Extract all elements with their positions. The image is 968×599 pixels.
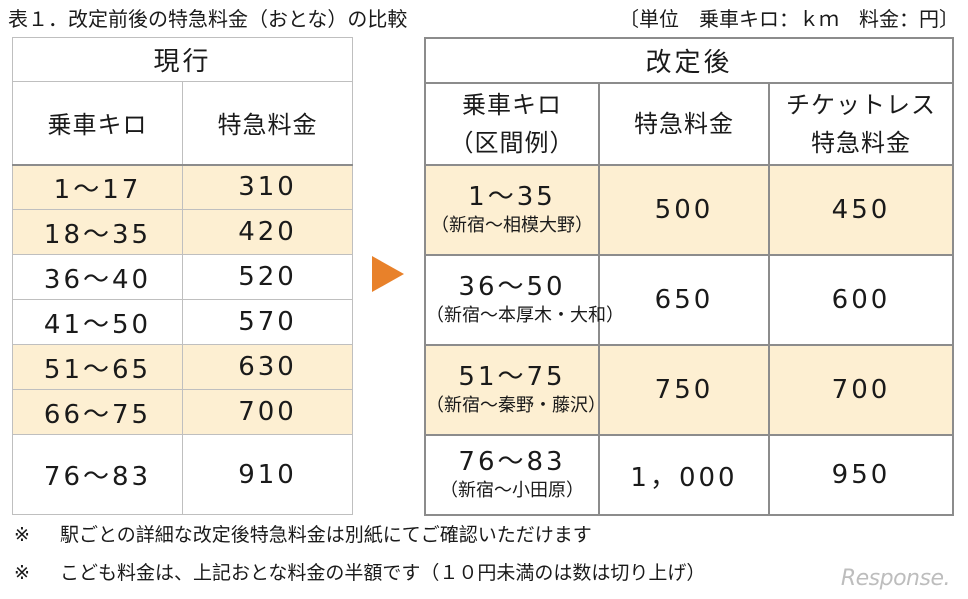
response-watermark-logo: Response.: [840, 566, 951, 591]
fare-cell: 420: [181, 209, 354, 255]
fare-cell: 700: [181, 389, 354, 435]
note-text: 駅ごとの詳細な改定後特急料金は別紙にてご確認いただけます: [60, 524, 592, 546]
km-cell: 41～50: [12, 299, 183, 345]
km-cell: 18～35: [12, 209, 183, 255]
current-fare-table: 現行 乗車キロ 特急料金 1～17 310 18～35 420 36～40 52…: [11, 37, 354, 515]
fare-cell: 570: [181, 299, 354, 345]
column-header-row: 乗車キロ 特急料金: [12, 81, 354, 166]
footnote-2: ※ こども料金は、上記おとな料金の半額です（１０円未満のは数は切り上げ）: [14, 560, 914, 586]
km-range: 76～83: [458, 447, 566, 477]
col-ticketless-label: チケットレス: [786, 91, 936, 119]
table-row: 1～35 （新宿～相模大野） 500 450: [424, 164, 954, 256]
table-header-row: 現行: [11, 37, 354, 82]
km-cell: 76～83 （新宿～小田原）: [424, 434, 600, 516]
table-row: 18～35 420: [12, 209, 354, 255]
section-example: （新宿～相模大野）: [431, 215, 593, 236]
caption-title: 表１．改定前後の特急料金（おとな）の比較: [8, 7, 408, 31]
col-ticketless-label-2: 特急料金: [811, 129, 911, 157]
km-range: 36～50: [458, 272, 566, 302]
section-example: （新宿～本厚木・大和）: [426, 305, 624, 326]
km-cell: 51～65: [12, 344, 183, 390]
col-ticketless-header: チケットレス 特急料金: [768, 82, 954, 166]
col-fare-header: 特急料金: [181, 81, 354, 166]
table-row: 51～65 630: [12, 344, 354, 390]
note-mark: ※: [14, 524, 30, 546]
table-row: 76～83 910: [12, 434, 354, 515]
fare-cell: 750: [598, 344, 770, 436]
fare-cell: 650: [598, 254, 770, 346]
ticketless-fare-cell: 450: [768, 164, 954, 256]
table-header-row: 改定後: [424, 37, 954, 84]
table-row: 76～83 （新宿～小田原） 1，000 950: [424, 434, 954, 516]
table-row: 36～40 520: [12, 254, 354, 300]
arrow-right-icon: [372, 256, 404, 292]
table-caption: 表１．改定前後の特急料金（おとな）の比較 〔単位 乗車キロ：ｋｍ 料金：円〕: [8, 6, 963, 32]
km-cell: 76～83: [12, 434, 183, 515]
col-km-header: 乗車キロ （区間例）: [424, 82, 600, 166]
ticketless-fare-cell: 950: [768, 434, 954, 516]
km-cell: 1～35 （新宿～相模大野）: [424, 164, 600, 256]
current-header: 現行: [11, 37, 354, 82]
table-row: 1～17 310: [12, 164, 354, 210]
revised-header: 改定後: [424, 37, 954, 84]
table-row: 36～50 （新宿～本厚木・大和） 650 600: [424, 254, 954, 346]
km-cell: 36～50 （新宿～本厚木・大和）: [424, 254, 624, 346]
km-range: 51～75: [458, 362, 566, 392]
col-km-label: 乗車キロ: [462, 91, 562, 119]
section-example: （新宿～秦野・藤沢）: [426, 395, 606, 416]
column-header-row: 乗車キロ （区間例） 特急料金 チケットレス 特急料金: [424, 82, 954, 166]
table-row: 51～75 （新宿～秦野・藤沢） 750 700: [424, 344, 954, 436]
col-fare-header: 特急料金: [598, 82, 770, 166]
km-cell: 1～17: [12, 164, 183, 210]
footnote-1: ※ 駅ごとの詳細な改定後特急料金は別紙にてご確認いただけます: [14, 522, 914, 548]
col-km-header: 乗車キロ: [12, 81, 183, 166]
ticketless-fare-cell: 600: [768, 254, 954, 346]
table-row: 66～75 700: [12, 389, 354, 435]
km-cell: 51～75 （新宿～秦野・藤沢）: [424, 344, 606, 436]
section-example: （新宿～小田原）: [440, 480, 584, 501]
table-row: 41～50 570: [12, 299, 354, 345]
km-cell: 66～75: [12, 389, 183, 435]
ticketless-fare-cell: 700: [768, 344, 954, 436]
note-mark: ※: [14, 562, 30, 584]
fare-cell: 520: [181, 254, 354, 300]
unit-note: 〔単位 乗車キロ：ｋｍ 料金：円〕: [619, 7, 959, 31]
revised-fare-table: 改定後 乗車キロ （区間例） 特急料金 チケットレス 特急料金 1～35 （新宿…: [424, 37, 954, 516]
fare-cell: 500: [598, 164, 770, 256]
fare-cell: 630: [181, 344, 354, 390]
fare-cell: 310: [181, 164, 354, 210]
km-cell: 36～40: [12, 254, 183, 300]
fare-cell: 910: [181, 434, 354, 515]
km-range: 1～35: [468, 182, 556, 212]
fare-cell: 1，000: [598, 434, 770, 516]
note-text: こども料金は、上記おとな料金の半額です（１０円未満のは数は切り上げ）: [60, 562, 706, 584]
col-km-example-label: （区間例）: [449, 129, 575, 157]
